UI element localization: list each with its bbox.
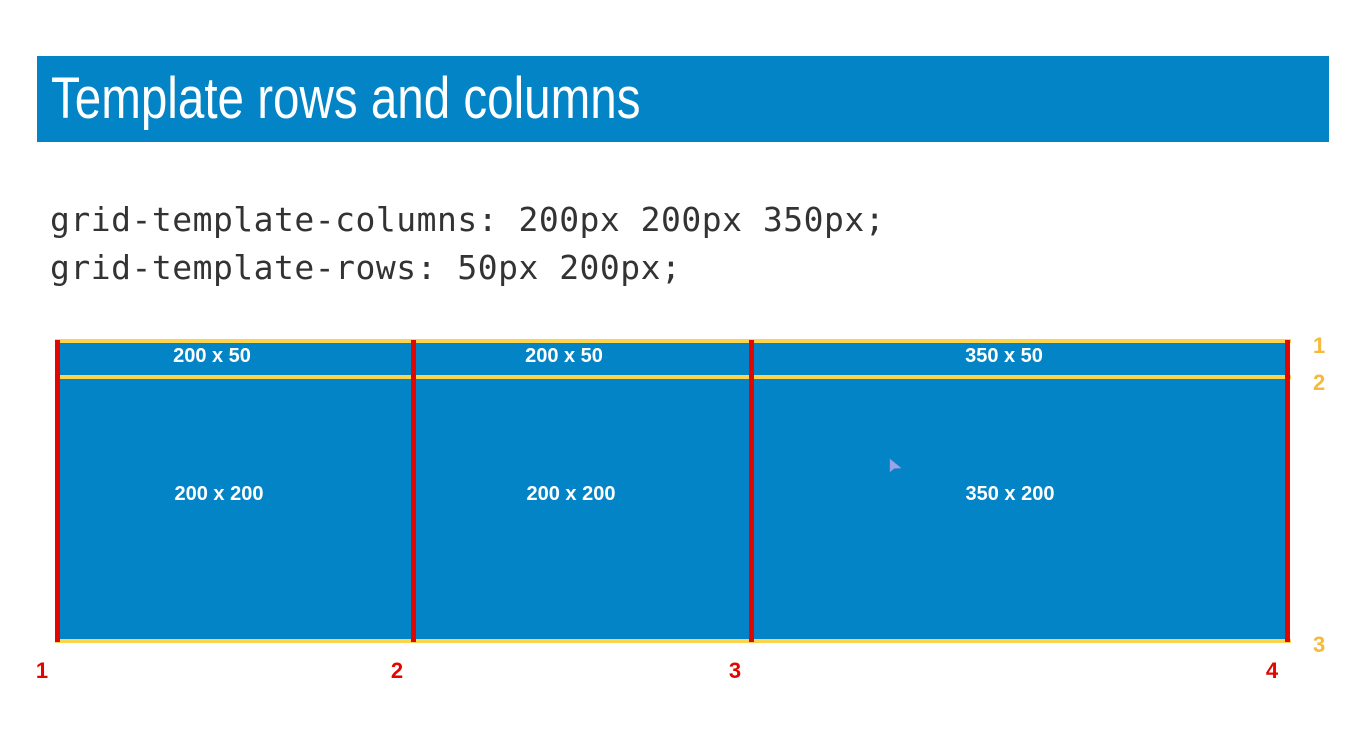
row-line-number-2: 2 xyxy=(1313,370,1326,395)
code-line-columns: grid-template-columns: 200px 200px 350px… xyxy=(50,200,886,239)
column-line-number-2: 2 xyxy=(390,658,404,683)
pointer-cursor-icon xyxy=(889,458,902,473)
title-bar: Template rows and columns xyxy=(37,56,1329,142)
code-line-rows: grid-template-rows: 50px 200px; xyxy=(50,248,682,287)
column-line-4 xyxy=(1285,340,1290,642)
column-line-3 xyxy=(749,340,754,642)
column-line-2 xyxy=(411,340,416,642)
column-line-number-3: 3 xyxy=(728,658,742,683)
column-line-number-4: 4 xyxy=(1265,658,1279,683)
cell-r1-c2-label: 200 x 50 xyxy=(525,345,603,367)
page-title: Template rows and columns xyxy=(51,66,641,131)
cell-r1-c3-label: 350 x 50 xyxy=(965,345,1043,367)
cell-r1-c1-label: 200 x 50 xyxy=(173,345,251,367)
cell-r2-c2-label: 200 x 200 xyxy=(526,483,616,505)
row-line-number-1: 1 xyxy=(1313,333,1326,358)
cell-r2-c1-label: 200 x 200 xyxy=(174,483,264,505)
cell-r2-c3-label: 350 x 200 xyxy=(965,483,1055,505)
column-line-1 xyxy=(55,340,60,642)
row-line-1 xyxy=(55,339,1291,343)
column-line-number-1: 1 xyxy=(35,658,49,683)
row-line-2 xyxy=(55,375,1291,379)
grid-diagram: 200 x 50 200 x 50 350 x 50 200 x 200 200… xyxy=(58,341,1288,641)
row-line-number-3: 3 xyxy=(1313,632,1326,657)
row-line-3 xyxy=(55,639,1291,643)
